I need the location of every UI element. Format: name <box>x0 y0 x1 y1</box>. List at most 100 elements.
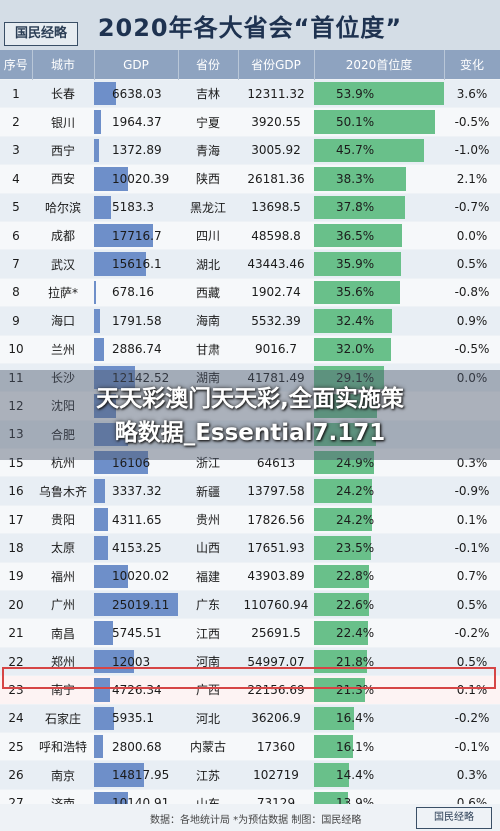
col-header-city: 城市 <box>32 50 95 80</box>
cell-gdp: 17716.7 <box>94 220 178 250</box>
cell-city: 南昌 <box>32 618 94 648</box>
col-header-province-gdp: 省份GDP <box>238 50 315 80</box>
cell-gdp: 1964.37 <box>94 107 178 137</box>
cell-change: -0.2% <box>444 703 500 733</box>
gdp-value: 2800.68 <box>112 739 162 754</box>
gdp-bar <box>94 138 99 163</box>
gdp-value: 2886.74 <box>112 342 162 357</box>
table-row: 25 呼和浩特 2800.68 内蒙古 17360 16.1% -0.1% <box>0 731 500 761</box>
cell-primacy: 36.5% <box>314 220 444 250</box>
cell-primacy: 50.1% <box>314 107 444 137</box>
table-row: 20 广州 25019.11 广东 110760.94 22.6% 0.5% <box>0 590 500 619</box>
cell-primacy: 24.9% <box>314 448 444 477</box>
cell-rank: 18 <box>0 533 32 563</box>
gdp-value: 4726.34 <box>112 682 162 697</box>
banner-line-1: 天天彩澳门天天彩,全面实施策 <box>96 386 404 412</box>
cell-province-gdp: 110760.94 <box>238 590 314 619</box>
primacy-bar <box>314 280 400 305</box>
cell-rank: 7 <box>0 249 32 279</box>
col-header-rank: 序号 <box>0 50 33 80</box>
primacy-bar <box>314 536 371 560</box>
cell-city: 呼和浩特 <box>32 731 94 761</box>
gdp-value: 12142.52 <box>112 370 170 385</box>
primacy-value: 21.8% <box>336 654 375 669</box>
gdp-value: 25019.11 <box>112 597 170 612</box>
table-row: 4 西安 10020.39 陕西 26181.36 38.3% 2.1% <box>0 164 500 194</box>
cell-primacy: 21.8% <box>314 646 444 676</box>
primacy-value: 29.1% <box>336 370 375 385</box>
primacy-value: 37.8% <box>336 200 375 215</box>
cell-province-gdp: 26181.36 <box>238 164 314 194</box>
gdp-bar <box>94 734 104 759</box>
page-title: 2020年各大省会“首位度” <box>97 14 403 42</box>
gdp-bar <box>94 564 128 589</box>
cell-change: -0.8% <box>444 277 500 307</box>
cell-province-gdp: 102719 <box>238 760 314 790</box>
cell-change: -0.5% <box>444 107 500 137</box>
table-row: 10 兰州 2886.74 甘肃 9016.7 32.0% -0.5% <box>0 334 500 364</box>
cell-gdp: 12003 <box>94 646 178 676</box>
primacy-bar <box>314 621 369 645</box>
gdp-bar <box>94 536 108 560</box>
cell-province: 福建 <box>178 561 238 591</box>
cell-rank: 22 <box>0 646 32 676</box>
data-table: 序号 城市 GDP 省份 省份GDP 2020首位度 变化 1 长春 6638.03… <box>0 50 500 818</box>
cell-change: 0.3% <box>444 760 500 790</box>
cell-change: 0.1% <box>444 675 500 705</box>
cell-change: 0.0% <box>444 220 500 250</box>
cell-province: 浙江 <box>178 448 238 477</box>
primacy-value: 32.4% <box>336 313 375 328</box>
table-row: 7 武汉 15616.1 湖北 43443.46 35.9% 0.5% <box>0 249 500 279</box>
cell-province-gdp: 3005.92 <box>238 135 314 165</box>
cell-city: 长春 <box>32 78 94 108</box>
primacy-value: 23.5% <box>336 540 375 555</box>
cell-city: 武汉 <box>32 249 94 279</box>
primacy-bar <box>314 593 369 617</box>
cell-province-gdp: 43903.89 <box>238 561 314 591</box>
gdp-value: 1964.37 <box>112 115 162 130</box>
cell-gdp: 4311.65 <box>94 504 178 534</box>
cell-gdp: 1372.89 <box>94 135 178 165</box>
primacy-bar <box>314 734 353 759</box>
cell-change <box>444 419 500 449</box>
gdp-value: 1372.89 <box>112 143 162 158</box>
gdp-bar <box>94 763 144 787</box>
primacy-bar <box>314 195 406 219</box>
cell-province: 海南 <box>178 306 238 336</box>
cell-primacy: 45.7% <box>314 135 444 165</box>
cell-rank: 20 <box>0 590 32 619</box>
cell-change: 0.5% <box>444 646 500 676</box>
cell-gdp: 25019.11 <box>94 590 178 619</box>
gdp-bar <box>94 252 147 276</box>
gdp-value: 15616.1 <box>112 257 162 272</box>
cell-city: 广州 <box>32 590 94 619</box>
cell-rank: 15 <box>0 448 32 477</box>
cell-primacy: 14.4% <box>314 760 444 790</box>
gdp-value: 5183.3 <box>112 200 154 215</box>
cell-province: 贵州 <box>178 504 238 534</box>
cell-city: 石家庄 <box>32 703 94 733</box>
table-row: 24 石家庄 5935.1 河北 36206.9 16.4% -0.2% <box>0 703 500 733</box>
gdp-value: 14817.95 <box>112 768 170 783</box>
gdp-bar <box>94 223 154 248</box>
gdp-bar <box>94 451 149 475</box>
cell-change: 0.1% <box>444 504 500 534</box>
primacy-bar <box>314 706 354 730</box>
cell-province: 江苏 <box>178 760 238 790</box>
cell-province-gdp <box>238 391 314 421</box>
table-row: 12 沈阳 <box>0 391 500 421</box>
cell-gdp: 10020.02 <box>94 561 178 591</box>
primacy-bar <box>314 82 444 106</box>
cell-rank: 17 <box>0 504 32 534</box>
primacy-value: 45.7% <box>336 143 375 158</box>
cell-province: 黑龙江 <box>178 192 238 222</box>
table-row: 3 西宁 1372.89 青海 3005.92 45.7% -1.0% <box>0 135 500 165</box>
cell-province: 湖北 <box>178 249 238 279</box>
cell-city: 西宁 <box>32 135 94 165</box>
table-row: 15 杭州 16106 浙江 64613 24.9% 0.3% <box>0 448 500 477</box>
cell-province: 广东 <box>178 590 238 619</box>
cell-province: 河北 <box>178 703 238 733</box>
cell-change <box>444 391 500 421</box>
primacy-bar <box>314 365 385 390</box>
cell-province: 新疆 <box>178 476 238 506</box>
